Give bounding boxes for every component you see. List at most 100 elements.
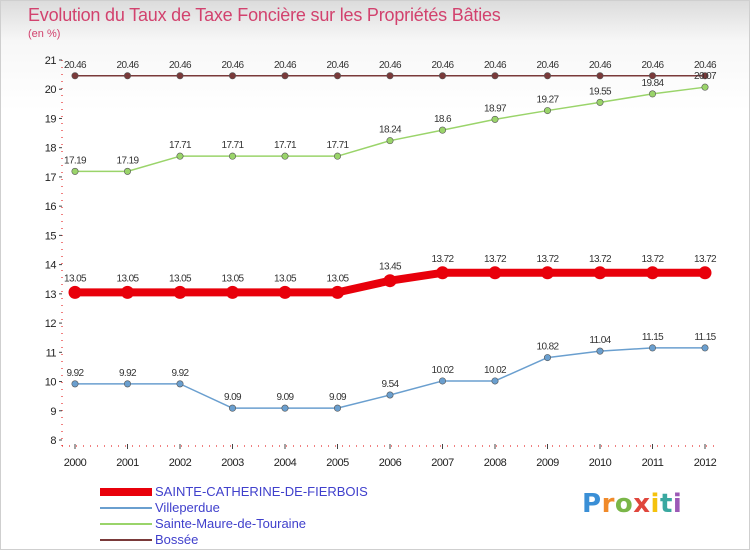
data-label: 13.72 [484, 254, 507, 265]
data-point [698, 266, 712, 280]
chart-title: Evolution du Taux de Taxe Foncière sur l… [28, 5, 501, 25]
data-label: 13.05 [221, 273, 244, 284]
legend-label: SAINTE-CATHERINE-DE-FIERBOIS [155, 484, 368, 499]
y-tick-label: 16 [45, 201, 57, 213]
y-tick-label: 9 [50, 406, 56, 418]
data-label: 9.54 [381, 379, 399, 390]
y-tick-label: 8 [50, 435, 56, 447]
data-point [229, 152, 237, 160]
legend-label: Bossée [155, 532, 199, 547]
data-point [541, 266, 554, 280]
y-tick-label: 21 [45, 55, 57, 67]
data-label: 17.19 [64, 155, 87, 166]
data-label: 13.72 [641, 254, 664, 265]
y-tick-label: 10 [45, 377, 57, 389]
logo-letter: i [672, 489, 683, 519]
data-point [68, 285, 82, 299]
x-tick-label: 2008 [484, 457, 507, 469]
data-point [333, 152, 341, 160]
data-point [386, 391, 394, 399]
legend-swatch [100, 507, 152, 509]
data-point [701, 72, 709, 80]
data-point [648, 344, 656, 352]
data-label: 9.92 [171, 368, 189, 379]
data-label: 20.46 [589, 60, 612, 71]
x-tick-label: 2012 [694, 457, 717, 469]
data-point [543, 354, 551, 362]
data-point [646, 266, 659, 280]
data-label: 20.46 [64, 60, 87, 71]
data-point [491, 377, 499, 385]
data-label: 10.02 [431, 365, 454, 376]
proxiti-logo: Proxiti [582, 489, 682, 519]
data-label: 20.46 [484, 60, 507, 71]
data-label: 10.82 [536, 342, 559, 353]
data-point [491, 115, 499, 123]
x-tick-label: 2001 [116, 457, 139, 469]
data-label: 13.45 [379, 262, 402, 273]
x-tick-label: 2002 [169, 457, 192, 469]
data-label: 17.71 [169, 140, 192, 151]
data-label: 20.46 [326, 60, 349, 71]
data-point [71, 167, 79, 175]
data-point [701, 83, 709, 91]
data-label: 19.55 [589, 86, 612, 97]
data-point [124, 167, 132, 175]
data-point [281, 404, 289, 412]
data-label: 20.07 [694, 71, 717, 82]
data-label: 11.15 [694, 332, 716, 343]
y-tick-label: 18 [45, 143, 57, 155]
data-point [701, 344, 709, 352]
data-point [71, 72, 79, 80]
data-point [488, 266, 502, 280]
data-label: 17.71 [274, 140, 297, 151]
data-point [543, 72, 551, 80]
y-axis-unit: (en %) [28, 28, 61, 40]
logo-letter: t [659, 489, 673, 519]
data-point [438, 126, 446, 134]
data-label: 9.09 [329, 392, 347, 403]
data-point [596, 98, 604, 106]
data-label: 18.24 [379, 125, 402, 136]
data-label: 11.15 [642, 332, 664, 343]
x-tick-label: 2000 [64, 457, 87, 469]
x-tick-label: 2007 [431, 457, 454, 469]
data-label: 17.71 [326, 140, 349, 151]
data-label: 13.05 [326, 273, 349, 284]
data-label: 17.71 [221, 140, 244, 151]
data-point [386, 72, 394, 80]
data-point [438, 72, 446, 80]
data-point [176, 72, 184, 80]
data-label: 20.46 [536, 60, 559, 71]
y-tick-label: 11 [46, 347, 57, 359]
data-point [331, 285, 344, 299]
data-label: 13.05 [64, 273, 87, 284]
data-label: 20.46 [431, 60, 454, 71]
data-label: 13.05 [169, 273, 192, 284]
data-label: 13.72 [589, 254, 612, 265]
y-tick-label: 17 [45, 172, 57, 184]
data-label: 13.72 [694, 254, 717, 265]
data-point [436, 266, 449, 280]
data-point [386, 137, 394, 145]
legend-label: Sainte-Maure-de-Touraine [155, 516, 307, 531]
data-label: 19.27 [536, 95, 559, 106]
x-tick-label: 2003 [221, 457, 244, 469]
data-label: 18.97 [484, 103, 507, 114]
data-point [229, 72, 237, 80]
data-point [173, 285, 187, 299]
x-tick-label: 2009 [536, 457, 559, 469]
data-point [229, 404, 237, 412]
data-point [491, 72, 499, 80]
data-point [596, 347, 604, 355]
data-label: 9.92 [119, 368, 137, 379]
logo-letter: o [614, 489, 634, 519]
legend-swatch [100, 539, 152, 541]
data-label: 20.46 [221, 60, 244, 71]
data-point [124, 72, 132, 80]
x-tick-label: 2004 [274, 457, 297, 469]
data-label: 11.04 [589, 335, 611, 346]
data-point [121, 285, 134, 299]
data-label: 18.6 [434, 114, 452, 125]
data-point [281, 152, 289, 160]
